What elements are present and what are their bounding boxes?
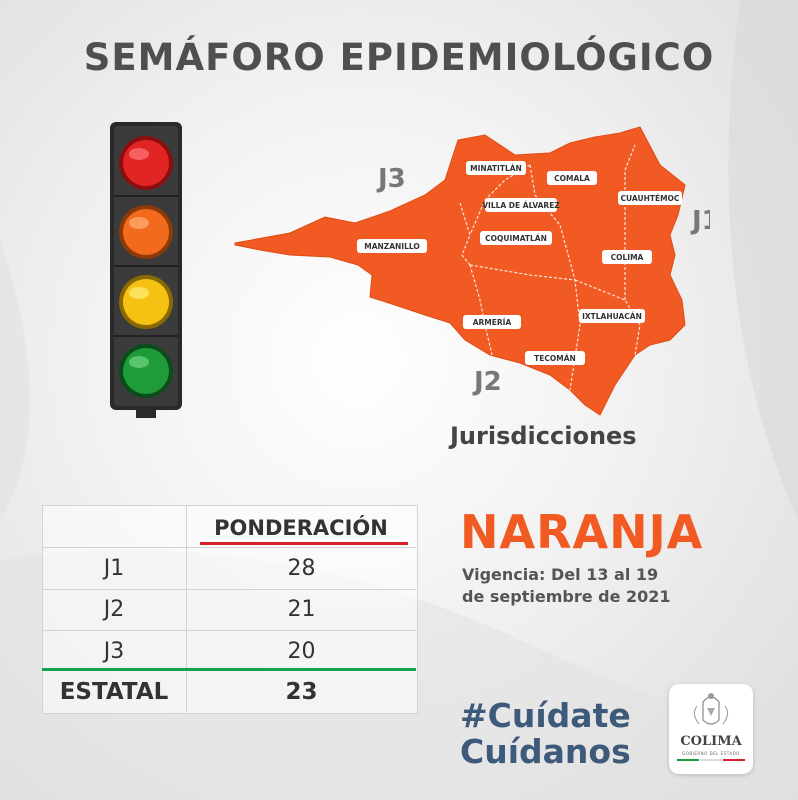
- total-separator: [42, 668, 416, 671]
- state-shape: [234, 126, 686, 416]
- red-light: [119, 136, 173, 190]
- coat-of-arms-icon: [693, 693, 729, 725]
- green-light: [119, 344, 173, 398]
- label-villa-de-alvarez: VILLA DE ÁLVAREZ: [482, 201, 560, 210]
- jurisdiction-j1: J1: [690, 206, 710, 236]
- row-value-j3: 20: [287, 639, 316, 664]
- validity-line2: de septiembre de 2021: [462, 587, 671, 606]
- label-armeria: ARMERÍA: [473, 318, 512, 327]
- yellow-light: [119, 275, 173, 329]
- row-value-j2: 21: [287, 597, 316, 622]
- row-value-j1: 28: [287, 556, 316, 581]
- map-caption: Jurisdicciones: [450, 422, 637, 450]
- colima-logo: COLIMA GOBIERNO DEL ESTADO: [669, 684, 753, 774]
- label-colima: COLIMA: [611, 253, 644, 262]
- total-value: 23: [285, 679, 318, 705]
- orange-light: [119, 205, 173, 259]
- hashtag-cuidate: #Cuídate: [460, 696, 631, 735]
- colima-map: MINATITLÁN COMALA CUAUHTÉMOC VILLA DE ÁL…: [234, 126, 710, 416]
- label-comala: COMALA: [554, 174, 590, 183]
- total-label: ESTATAL: [59, 679, 169, 705]
- row-label-j2: J2: [103, 597, 125, 622]
- jurisdiction-j3: J3: [376, 164, 406, 194]
- logo-name: COLIMA: [680, 734, 742, 749]
- label-coquimatlan: COQUIMATLÁN: [485, 234, 547, 243]
- label-ixtlahuacan: IXTLAHUACÁN: [582, 312, 642, 321]
- header-underline: [200, 542, 408, 545]
- tricolor-line: [677, 759, 745, 761]
- traffic-light: [110, 122, 182, 418]
- hashtag-cuidanos: Cuídanos: [460, 732, 631, 771]
- logo-subtitle: GOBIERNO DEL ESTADO: [682, 751, 740, 756]
- table-divider: [186, 505, 187, 712]
- label-cuauhtemoc: CUAUHTÉMOC: [621, 194, 680, 203]
- table-divider: [42, 547, 416, 548]
- ponderacion-table: [42, 505, 418, 714]
- page-title: SEMÁFORO EPIDEMIOLÓGICO: [83, 36, 715, 79]
- label-minatitlan: MINATITLÁN: [470, 164, 522, 173]
- label-tecoman: TECOMÁN: [534, 354, 576, 363]
- status-color: NARANJA: [460, 505, 704, 559]
- row-label-j1: J1: [103, 556, 125, 581]
- table-divider: [42, 589, 416, 590]
- table-divider: [42, 630, 416, 631]
- jurisdiction-j2: J2: [472, 367, 502, 397]
- label-manzanillo: MANZANILLO: [364, 242, 420, 251]
- table-header: PONDERACIÓN: [214, 516, 388, 540]
- row-label-j3: J3: [103, 639, 125, 664]
- validity-line1: Vigencia: Del 13 al 19: [462, 565, 659, 584]
